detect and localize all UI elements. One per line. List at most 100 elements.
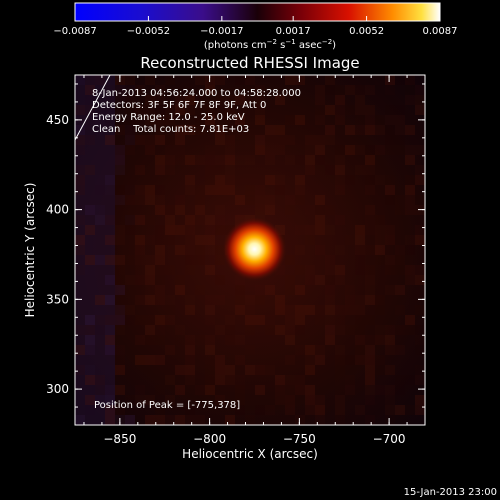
- image-pixel: [245, 185, 255, 195]
- image-pixel: [275, 95, 285, 105]
- image-pixel: [225, 145, 235, 155]
- image-pixel: [365, 295, 375, 305]
- image-pixel: [185, 175, 195, 185]
- image-pixel: [155, 285, 165, 295]
- image-pixel: [185, 295, 195, 305]
- image-pixel: [295, 415, 305, 425]
- image-pixel: [345, 355, 355, 365]
- image-pixel: [255, 285, 265, 295]
- image-pixel: [295, 285, 305, 295]
- image-pixel: [395, 325, 405, 335]
- image-pixel: [255, 185, 265, 195]
- image-pixel: [395, 375, 405, 385]
- image-pixel: [195, 245, 205, 255]
- image-pixel: [255, 295, 265, 305]
- image-pixel: [415, 375, 425, 385]
- image-pixel: [325, 255, 335, 265]
- image-pixel: [285, 195, 295, 205]
- image-pixel: [185, 265, 195, 275]
- left-faint-region: [75, 75, 115, 425]
- annotation-time: 8-Jan-2013 04:56:24.000 to 04:58:28.000: [92, 88, 301, 99]
- image-pixel: [205, 335, 215, 345]
- image-pixel: [365, 395, 375, 405]
- image-pixel: [285, 135, 295, 145]
- image-pixel: [385, 255, 395, 265]
- y-tick-label: 300: [46, 382, 69, 396]
- image-pixel: [335, 415, 345, 425]
- image-pixel: [115, 185, 125, 195]
- image-pixel: [345, 145, 355, 155]
- image-pixel: [245, 305, 255, 315]
- image-pixel: [135, 315, 145, 325]
- image-pixel: [365, 225, 375, 235]
- image-pixel: [85, 85, 95, 95]
- image-pixel: [245, 155, 255, 165]
- image-pixel: [335, 185, 345, 195]
- image-pixel: [185, 415, 195, 425]
- image-pixel: [195, 215, 205, 225]
- image-pixel: [235, 375, 245, 385]
- image-pixel: [215, 355, 225, 365]
- image-pixel: [285, 315, 295, 325]
- image-pixel: [285, 375, 295, 385]
- image-pixel: [215, 395, 225, 405]
- image-pixel: [295, 175, 305, 185]
- image-pixel: [285, 355, 295, 365]
- image-pixel: [95, 375, 105, 385]
- image-pixel: [205, 115, 215, 125]
- image-pixel: [145, 105, 155, 115]
- image-pixel: [405, 85, 415, 95]
- image-pixel: [155, 355, 165, 365]
- image-pixel: [365, 355, 375, 365]
- image-pixel: [365, 345, 375, 355]
- image-pixel: [155, 275, 165, 285]
- image-pixel: [385, 225, 395, 235]
- annotation-energy: Energy Range: 12.0 - 25.0 keV: [92, 112, 245, 123]
- image-pixel: [335, 325, 345, 335]
- image-pixel: [315, 355, 325, 365]
- image-pixel: [335, 115, 345, 125]
- image-pixel: [175, 325, 185, 335]
- image-pixel: [175, 155, 185, 165]
- image-pixel: [385, 115, 395, 125]
- image-pixel: [345, 385, 355, 395]
- image-pixel: [315, 225, 325, 235]
- image-pixel: [345, 375, 355, 385]
- image-pixel: [345, 125, 355, 135]
- image-pixel: [75, 105, 85, 115]
- image-pixel: [365, 145, 375, 155]
- image-pixel: [325, 75, 335, 85]
- image-pixel: [225, 315, 235, 325]
- image-pixel: [355, 95, 365, 105]
- image-pixel: [365, 105, 375, 115]
- image-pixel: [245, 195, 255, 205]
- image-pixel: [225, 375, 235, 385]
- image-pixel: [325, 265, 335, 275]
- image-pixel: [155, 85, 165, 95]
- image-pixel: [335, 215, 345, 225]
- image-pixel: [275, 145, 285, 155]
- image-pixel: [355, 335, 365, 345]
- image-pixel: [415, 325, 425, 335]
- image-pixel: [95, 305, 105, 315]
- image-pixel: [345, 295, 355, 305]
- image-pixel: [315, 95, 325, 105]
- image-pixel: [265, 405, 275, 415]
- image-pixel: [85, 165, 95, 175]
- image-pixel: [135, 195, 145, 205]
- image-pixel: [305, 395, 315, 405]
- image-pixel: [185, 225, 195, 235]
- image-pixel: [205, 315, 215, 325]
- image-pixel: [185, 155, 195, 165]
- image-pixel: [335, 365, 345, 375]
- image-pixel: [185, 365, 195, 375]
- image-pixel: [345, 175, 355, 185]
- image-pixel: [95, 385, 105, 395]
- image-pixel: [125, 95, 135, 105]
- image-pixel: [365, 385, 375, 395]
- image-pixel: [335, 245, 345, 255]
- image-pixel: [325, 275, 335, 285]
- image-pixel: [135, 355, 145, 365]
- image-pixel: [405, 375, 415, 385]
- image-pixel: [235, 75, 245, 85]
